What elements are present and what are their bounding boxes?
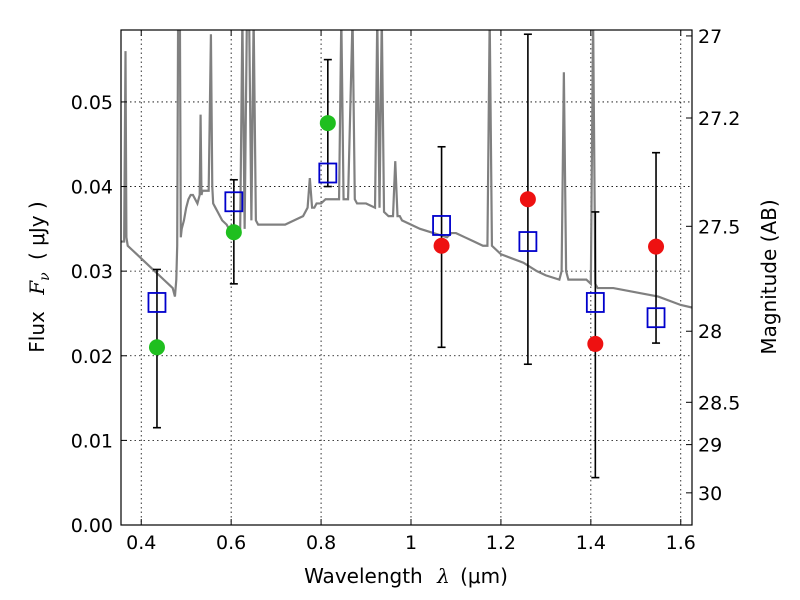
x-tick-label: 0.8 <box>306 532 336 554</box>
x-tick-label: 1 <box>405 532 417 554</box>
spectrum-line <box>121 30 692 309</box>
red-point <box>587 335 604 352</box>
red-point <box>648 238 665 255</box>
x-tick-label: 0.4 <box>126 532 156 554</box>
model-point <box>518 231 538 252</box>
x-tick-label: 1.6 <box>666 532 696 554</box>
model-point <box>585 292 605 313</box>
x-tick-label: 1.2 <box>486 532 516 554</box>
y2-tick-label: 27.5 <box>698 216 740 238</box>
y-axis-label-text: Flux <box>25 311 49 353</box>
y-tick-label: 0.04 <box>71 177 113 199</box>
y2-axis-label: Magnitude (AB) <box>757 199 781 354</box>
grid <box>121 30 692 526</box>
x-tick-label: 0.6 <box>216 532 246 554</box>
y2-tick-label: 27 <box>698 26 722 48</box>
markers <box>147 115 666 356</box>
y-axis-label-unit: ( μJy ) <box>25 201 49 260</box>
x-axis-label-unit: (μm) <box>460 564 508 588</box>
ticks <box>121 30 692 526</box>
plot-frame <box>120 29 693 526</box>
green-point <box>319 115 336 132</box>
y2-tick-label: 27.2 <box>698 108 740 130</box>
y2-tick-label: 28 <box>698 321 722 343</box>
plot-area <box>121 30 692 479</box>
model-point <box>318 162 338 184</box>
y2-tick-label: 28.5 <box>698 392 740 414</box>
error-bars <box>152 33 661 479</box>
x-axis-label-text: Wavelength <box>304 564 423 588</box>
red-point <box>519 191 536 208</box>
y-axis-label-subscript: ν <box>37 272 53 281</box>
model-point <box>147 292 167 313</box>
x-tick-label: 1.4 <box>576 532 606 554</box>
x-axis-label: Wavelength λ (μm) <box>304 564 508 588</box>
y-tick-label: 0.01 <box>71 430 113 452</box>
green-point <box>148 339 165 356</box>
tick-labels: 0.4 0.6 0.8 1 1.2 1.4 1.6 0.00 0.01 0.02 0.03 0.04 0… <box>71 26 741 554</box>
model-point <box>432 215 451 236</box>
y-axis-label: Flux Fν ( μJy ) <box>25 201 54 352</box>
y2-tick-label: 29 <box>698 435 722 457</box>
y-axis-label-symbol: F <box>25 280 49 296</box>
model-point <box>646 307 666 329</box>
y-tick-label: 0.05 <box>71 92 113 114</box>
green-point <box>225 224 242 241</box>
x-axis-label-symbol: λ <box>436 564 450 588</box>
y2-tick-label: 30 <box>698 483 722 505</box>
y-tick-label: 0.00 <box>71 515 113 537</box>
y-tick-label: 0.03 <box>71 261 113 283</box>
model-point <box>224 191 244 213</box>
y-tick-label: 0.02 <box>71 346 113 368</box>
red-point <box>433 237 450 254</box>
